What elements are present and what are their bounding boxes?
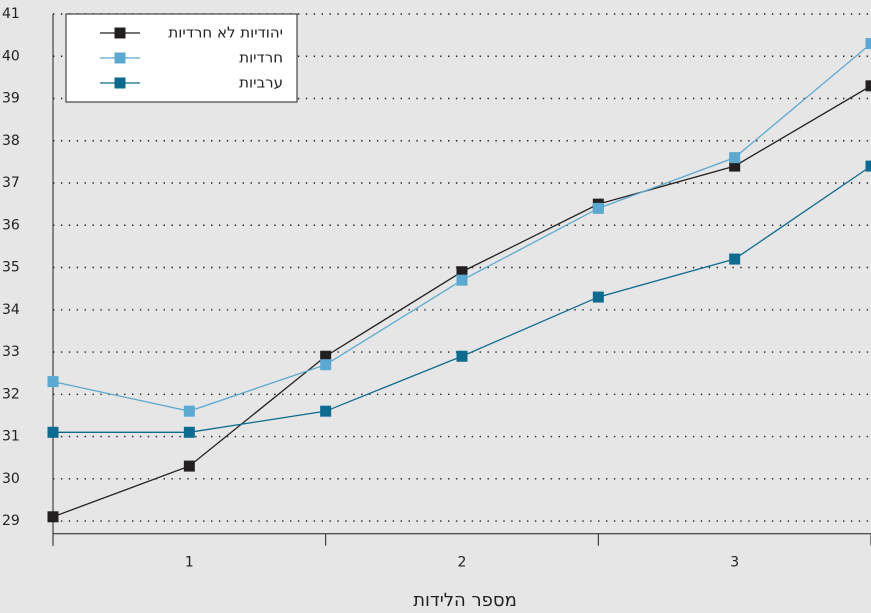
data-point [456,266,468,278]
data-point [47,376,59,388]
data-point [320,405,332,417]
x-tick-label: 1 [185,555,194,571]
y-tick-label: 39 [2,91,20,107]
y-tick-label: 29 [2,513,20,529]
data-point [729,253,741,265]
data-point [320,359,332,371]
data-point [456,350,468,362]
x-tick-label: 3 [730,555,739,571]
data-point [865,160,871,172]
y-tick-label: 40 [2,48,20,64]
legend-label: יהודיות לא חרדיות [168,24,283,42]
legend-label: ערביות [239,74,283,92]
y-tick-label: 34 [2,302,20,318]
data-point [729,160,741,172]
data-point [592,202,604,214]
legend-swatch-marker [114,52,126,64]
data-point [865,38,871,50]
y-tick-label: 38 [2,133,20,149]
legend-swatch-marker [114,27,126,39]
legend-swatch-marker [114,77,126,89]
data-point [47,511,59,523]
data-point [456,274,468,286]
data-point [183,460,195,472]
y-tick-label: 41 [2,6,20,22]
y-tick-label: 37 [2,175,20,191]
y-tick-label: 35 [2,260,20,276]
data-point [320,350,332,362]
data-point [729,152,741,164]
data-point [183,405,195,417]
data-point [592,291,604,303]
x-axis-label: מספר הלידות [413,590,517,611]
x-tick-label: 2 [458,555,467,571]
y-tick-label: 33 [2,344,20,360]
data-point [47,426,59,438]
y-tick-label: 36 [2,217,20,233]
y-tick-label: 31 [2,429,20,445]
data-point [865,80,871,92]
y-tick-label: 30 [2,471,20,487]
y-tick-label: 32 [2,386,20,402]
data-point [183,426,195,438]
legend-label: חרדיות [239,49,283,67]
